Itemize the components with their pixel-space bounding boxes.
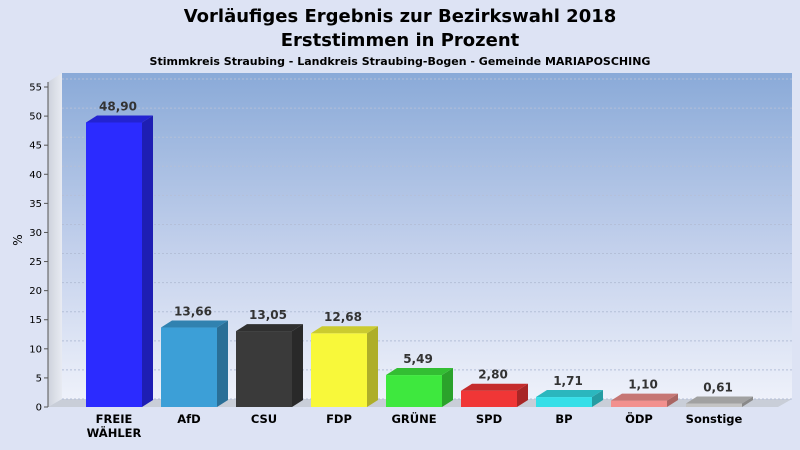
bar-side (442, 368, 453, 407)
y-tick-label: 20 (29, 286, 42, 297)
bar (86, 122, 142, 407)
y-tick-label: 40 (29, 170, 42, 181)
data-label: 0,61 (703, 380, 733, 394)
x-tick-label: ÖDP (625, 411, 653, 426)
x-tick-label: BP (555, 412, 572, 426)
bar (611, 400, 667, 407)
data-label: 13,05 (249, 308, 287, 322)
data-label: 12,68 (324, 310, 362, 324)
y-tick-label: 55 (29, 83, 42, 94)
bar-top (536, 390, 603, 398)
chart-title: Vorläufiges Ergebnis zur Bezirkswahl 201… (184, 6, 617, 27)
x-tick-label: SPD (476, 412, 502, 426)
y-tick-label: 10 (29, 344, 42, 355)
x-tick-label: AfD (177, 412, 200, 426)
data-label: 48,90 (99, 99, 137, 113)
plot-side-wall (48, 73, 62, 407)
bar-side (217, 320, 228, 407)
x-tick-label: Sonstige (686, 412, 743, 426)
bar (311, 333, 367, 407)
bar-side (292, 324, 303, 407)
bar-side (517, 383, 528, 407)
bar (161, 327, 217, 407)
bar-top (86, 115, 153, 123)
y-tick-label: 45 (29, 141, 42, 152)
bar-side (367, 326, 378, 407)
chart-subtitle: Stimmkreis Straubing - Landkreis Straubi… (150, 55, 651, 68)
data-label: 13,66 (174, 305, 212, 319)
y-tick-label: 5 (36, 373, 42, 384)
bar-top (686, 396, 753, 404)
bar-top (236, 324, 303, 332)
bar-top (161, 320, 228, 328)
chart-title-line-2: Erststimmen in Prozent (281, 30, 520, 51)
bar (386, 375, 442, 407)
bar-top (461, 383, 528, 391)
y-axis: 0 5 10 15 20 25 30 35 40 45 50 55 (29, 82, 49, 414)
data-label: 2,80 (478, 368, 508, 382)
x-tick-label: FDP (326, 412, 352, 426)
bar-top (311, 326, 378, 334)
bar-side (742, 396, 753, 407)
x-tick-label: GRÜNE (391, 411, 436, 426)
data-label: 1,71 (553, 374, 583, 388)
bar-top (611, 393, 678, 401)
bars: 48,90 13,66 13,05 12,68 5,49 2,80 1,71 1,10 0,61 (86, 99, 753, 407)
bar (461, 390, 517, 407)
bar (686, 403, 742, 407)
bar-top (386, 368, 453, 376)
y-axis-label: % (11, 234, 25, 245)
y-tick-label: 0 (36, 403, 42, 414)
data-label: 1,10 (628, 378, 658, 392)
x-tick-label: CSU (251, 412, 277, 426)
y-tick-label: 30 (29, 228, 42, 239)
y-tick-label: 50 (29, 112, 42, 123)
bar (236, 331, 292, 407)
bar-side (142, 115, 153, 407)
x-tick-label: WÄHLER (87, 425, 142, 440)
bar-side (592, 390, 603, 407)
bar (536, 397, 592, 407)
data-label: 5,49 (403, 352, 433, 366)
y-tick-label: 15 (29, 315, 42, 326)
y-tick-label: 35 (29, 199, 42, 210)
x-tick-label: FREIE (96, 412, 133, 426)
y-tick-label: 25 (29, 257, 42, 268)
bar-side (667, 393, 678, 407)
